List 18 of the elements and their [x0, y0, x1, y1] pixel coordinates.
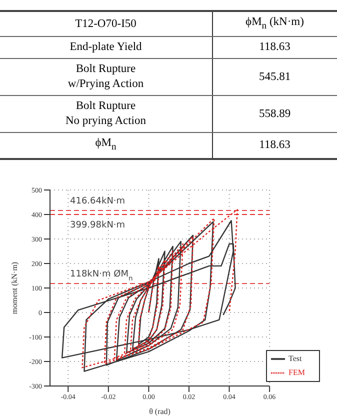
text: 118.63 [212, 36, 337, 59]
ref-line-label: 118kN·m ØM$_{n}$ [70, 270, 133, 283]
text: 545.81 [212, 58, 337, 96]
y-axis-title: moment (kN·m) [10, 262, 19, 314]
text: ϕM$_{n}$ [0, 132, 212, 159]
text: Bolt Rupture w/Prying Action [0, 58, 212, 96]
legend-label: FEM [288, 368, 305, 377]
line-series [61, 220, 236, 372]
x-axis-title: θ (rad) [149, 407, 171, 416]
text: Bolt Rupture No prying Action [0, 96, 212, 133]
text: ϕM$_{n}$ (kN·m) [212, 11, 337, 37]
text: 558.89 [212, 96, 337, 133]
text: 118.63 [212, 132, 337, 159]
ref-line-label: 399.98kN·m [70, 220, 126, 231]
text: End-plate Yield [0, 36, 212, 59]
legend-label: Test [288, 354, 302, 363]
ref-line-label: 416.64kN·m [70, 196, 126, 206]
text: T12-O70-I50 [0, 11, 212, 37]
